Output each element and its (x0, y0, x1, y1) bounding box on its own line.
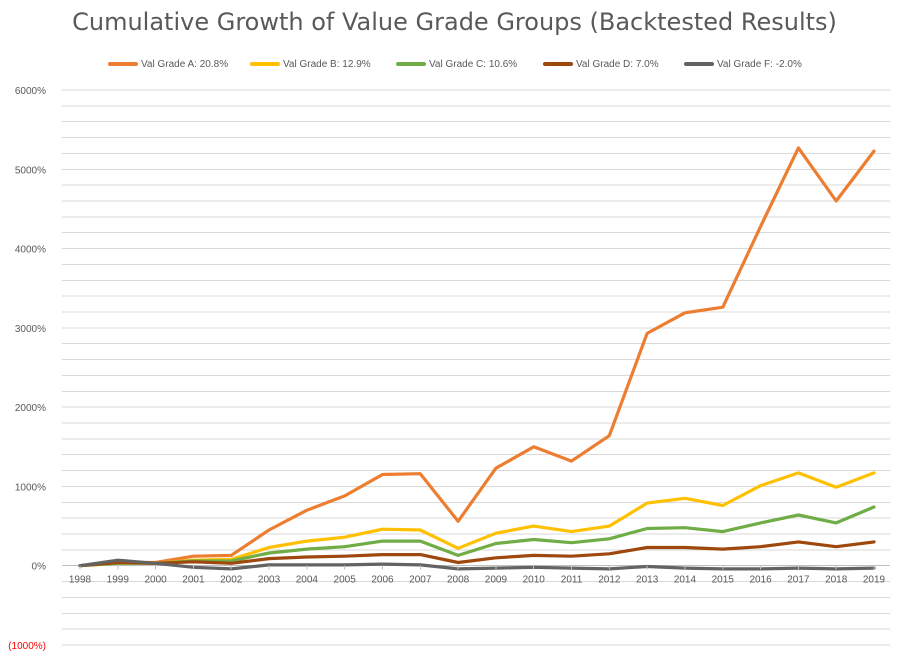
x-tick-label: 2003 (258, 575, 281, 586)
y-tick-label: 1000% (15, 482, 46, 493)
y-tick-label: 3000% (15, 324, 46, 335)
x-tick-label: 2019 (863, 575, 886, 586)
x-tick-label: 2012 (598, 575, 621, 586)
y-tick-label: (1000%) (8, 641, 46, 652)
y-tick-label: 0% (32, 562, 47, 573)
x-tick-label: 2005 (334, 575, 357, 586)
series-line-4 (78, 540, 876, 568)
legend-swatch (543, 62, 573, 66)
y-axis-ticks: 6000% 5000% 4000% 3000% 2000% 1000% 0% (1000%) (8, 86, 46, 652)
x-tick-label: 2018 (825, 575, 848, 586)
legend-item: Val Grade F: -2.0% (684, 57, 802, 71)
x-axis-ticks: 1998 1999 2000 2001 2002 2003 2004 2005 2006 2007… (69, 565, 886, 586)
y-tick-label: 4000% (15, 245, 46, 256)
legend-label: Val Grade D: 7.0% (576, 58, 659, 70)
legend-label: Val Grade B: 12.9% (283, 58, 371, 70)
x-tick-label: 2006 (371, 575, 394, 586)
legend-label: Val Grade A: 20.8% (141, 58, 229, 70)
x-tick-label: 2010 (523, 575, 546, 586)
x-tick-label: 2015 (712, 575, 735, 586)
x-tick-label: 2017 (787, 575, 810, 586)
legend-item: Val Grade C: 10.6% (396, 57, 517, 71)
x-tick-label: 1998 (69, 575, 92, 586)
series-layer (78, 146, 876, 571)
y-tick-label: 5000% (15, 165, 46, 176)
legend-swatch (396, 62, 426, 66)
series-line-1 (78, 146, 876, 568)
x-tick-label: 2004 (296, 575, 319, 586)
legend-swatch (250, 62, 280, 66)
legend-label: Val Grade C: 10.6% (429, 58, 518, 70)
x-tick-label: 2014 (674, 575, 697, 586)
x-tick-label: 2013 (636, 575, 659, 586)
x-tick-label: 2011 (561, 575, 583, 586)
legend-item: Val Grade B: 12.9% (250, 57, 371, 71)
x-tick-label: 2001 (182, 575, 205, 586)
x-tick-label: 2000 (144, 575, 167, 586)
x-tick-label: 2016 (749, 575, 772, 586)
legend-label: Val Grade F: -2.0% (717, 58, 802, 70)
grid-layer (62, 89, 890, 646)
legend-item: Val Grade A: 20.8% (108, 57, 228, 71)
chart-title: Cumulative Growth of Value Grade Groups … (72, 8, 837, 36)
x-tick-label: 2009 (485, 575, 508, 586)
x-tick-label: 2002 (220, 575, 243, 586)
y-tick-label: 6000% (15, 86, 46, 97)
legend: Val Grade A: 20.8% Val Grade B: 12.9% Va… (0, 57, 909, 71)
x-tick-label: 2007 (409, 575, 432, 586)
legend-item: Val Grade D: 7.0% (543, 57, 659, 71)
legend-swatch (684, 62, 714, 66)
series-line-5 (78, 558, 876, 571)
x-tick-label: 1999 (107, 575, 130, 586)
legend-swatch (108, 62, 138, 66)
x-tick-label: 2008 (447, 575, 470, 586)
y-tick-label: 2000% (15, 403, 46, 414)
